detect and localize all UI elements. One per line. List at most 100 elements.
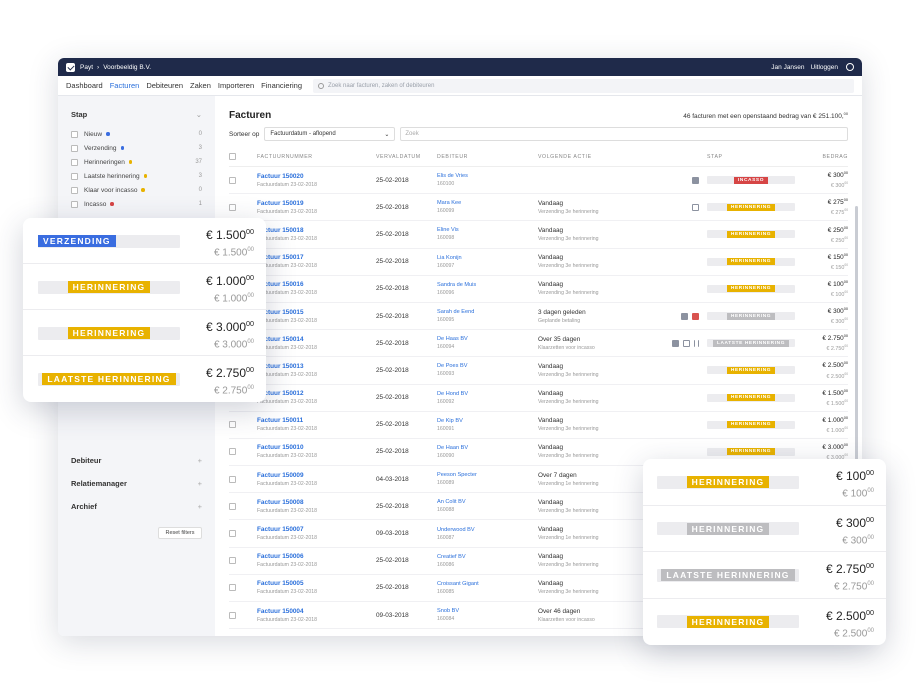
table-row[interactable]: Factuur 150016 Factuurdatum 23-02-2018 25… [229, 276, 848, 303]
row-checkbox[interactable] [229, 530, 236, 538]
debtor-link[interactable]: Sandra de Muis [437, 281, 477, 288]
table-search-input[interactable]: Zoek [400, 127, 848, 141]
step-card-row[interactable]: HERINNERING € 2.50000 € 2.50000 [643, 599, 886, 646]
invoice-link[interactable]: Factuur 150012 [257, 390, 304, 398]
debtor-link[interactable]: Peeson Specter [437, 472, 477, 479]
company-name[interactable]: Voorbeeldig B.V. [103, 63, 152, 71]
invoice-link[interactable]: Factuur 150004 [257, 607, 304, 615]
nav-item-facturen[interactable]: Facturen [109, 81, 140, 90]
plus-icon[interactable]: + [197, 479, 202, 488]
column-header[interactable]: DEBITEUR [437, 153, 469, 160]
row-checkbox[interactable] [229, 176, 236, 184]
filter-checkbox[interactable] [71, 186, 78, 194]
logout-link[interactable]: Uitloggen [810, 63, 838, 71]
debtor-link[interactable]: De Hond BV [437, 390, 469, 397]
column-header[interactable]: BEDRAG [822, 153, 848, 160]
table-row[interactable]: Factuur 150008 Factuurdatum 23-02-2018 25… [229, 493, 848, 521]
chat-icon[interactable] [681, 312, 688, 320]
plus-icon[interactable]: + [197, 502, 202, 511]
clipboard-icon[interactable] [683, 339, 690, 347]
table-row[interactable]: Factuur 150009 Factuurdatum 23-02-2018 04… [229, 466, 848, 494]
debtor-link[interactable]: Croissant Gigant [437, 580, 479, 587]
chat-icon[interactable] [692, 176, 699, 184]
brand-name[interactable]: Payt [80, 63, 94, 71]
column-header[interactable]: FACTUURNUMMER [257, 153, 313, 160]
invoice-link[interactable]: Factuur 150013 [257, 362, 304, 370]
sidebar-section-archief[interactable]: Archief + [71, 502, 202, 511]
filter-checkbox[interactable] [71, 130, 78, 138]
table-row[interactable]: Factuur 150014 Factuurdatum 23-02-2018 25… [229, 330, 848, 358]
stap-filter-header[interactable]: Stap ⌄ [71, 110, 202, 119]
invoice-link[interactable]: Factuur 150005 [257, 580, 304, 588]
nav-item-dashboard[interactable]: Dashboard [66, 81, 103, 90]
nav-item-zaken[interactable]: Zaken [190, 81, 211, 90]
nav-item-financiering[interactable]: Financiering [261, 81, 303, 90]
debtor-link[interactable]: Elis de Vries [437, 173, 468, 180]
calendar-icon[interactable] [692, 312, 699, 320]
step-card-row[interactable]: HERINNERING € 3.00000 € 3.00000 [23, 310, 266, 356]
step-card-row[interactable]: HERINNERING € 10000 € 10000 [643, 459, 886, 506]
invoice-link[interactable]: Factuur 150019 [257, 199, 304, 207]
table-row[interactable]: Factuur 150004 Factuurdatum 23-02-2018 09… [229, 602, 848, 630]
debtor-link[interactable]: Underwood BV [437, 526, 475, 533]
debtor-link[interactable]: An Colit BV [437, 499, 466, 506]
plus-icon[interactable]: + [197, 456, 202, 465]
select-all-checkbox[interactable] [229, 153, 236, 160]
debtor-link[interactable]: Creatief BV [437, 553, 466, 560]
step-card-row[interactable]: VERZENDING € 1.50000 € 1.50000 [23, 218, 266, 264]
row-checkbox[interactable] [229, 611, 236, 619]
table-row[interactable]: Factuur 150015 Factuurdatum 23-02-2018 25… [229, 303, 848, 331]
table-row[interactable]: Factuur 150011 Factuurdatum 23-02-2018 25… [229, 412, 848, 439]
table-row[interactable]: Factuur 150013 Factuurdatum 23-02-2018 25… [229, 357, 848, 385]
global-search-input[interactable]: Zoek naar facturen, zaken of debiteuren [313, 78, 854, 93]
stap-filter-item[interactable]: Verzending 3 [71, 141, 202, 155]
invoice-link[interactable]: Factuur 150017 [257, 254, 304, 262]
row-checkbox[interactable] [229, 203, 236, 211]
nav-item-importeren[interactable]: Importeren [217, 81, 255, 90]
step-card-row[interactable]: HERINNERING € 1.00000 € 1.00000 [23, 264, 266, 310]
step-card-row[interactable]: LAATSTE HERINNERING € 2.75000 € 2.75000 [643, 552, 886, 599]
invoice-link[interactable]: Factuur 150016 [257, 281, 304, 289]
invoice-link[interactable]: Factuur 150009 [257, 471, 304, 479]
sidebar-section-relatiemanager[interactable]: Relatiemanager + [71, 479, 202, 488]
table-row[interactable]: Factuur 150020 Factuurdatum 23-02-2018 25… [229, 167, 848, 195]
column-header[interactable]: VOLGENDE ACTIE [538, 153, 592, 160]
pause-icon[interactable] [694, 339, 699, 347]
invoice-link[interactable]: Factuur 150006 [257, 553, 304, 561]
row-checkbox[interactable] [229, 502, 236, 510]
filter-checkbox[interactable] [71, 200, 78, 208]
debtor-link[interactable]: Snob BV [437, 608, 460, 615]
scrollbar[interactable] [855, 206, 858, 516]
row-checkbox[interactable] [229, 584, 236, 592]
invoice-link[interactable]: Factuur 150011 [257, 417, 304, 425]
debtor-link[interactable]: Lia Konijn [437, 254, 462, 261]
invoice-link[interactable]: Factuur 150010 [257, 444, 304, 452]
debtor-link[interactable]: De Poes BV [437, 363, 468, 370]
filter-checkbox[interactable] [71, 158, 78, 166]
debtor-link[interactable]: Mara Kee [437, 200, 462, 207]
clipboard-icon[interactable] [692, 203, 699, 211]
user-name[interactable]: Jan Jansen [771, 63, 805, 71]
invoice-link[interactable]: Factuur 150008 [257, 498, 304, 506]
invoice-link[interactable]: Factuur 150007 [257, 526, 304, 534]
stap-filter-item[interactable]: Herinneringen 37 [71, 155, 202, 169]
sort-select[interactable]: Factuurdatum - aflopend ⌄ [264, 127, 396, 141]
step-card-row[interactable]: LAATSTE HERINNERING € 2.75000 € 2.75000 [23, 356, 266, 402]
row-checkbox[interactable] [229, 421, 236, 429]
row-checkbox[interactable] [229, 557, 236, 565]
table-row[interactable]: Factuur 150006 Factuurdatum 23-02-2018 25… [229, 548, 848, 575]
debtor-link[interactable]: De Kip BV [437, 417, 463, 424]
invoice-link[interactable]: Factuur 150014 [257, 335, 304, 343]
debtor-link[interactable]: De Haan BV [437, 444, 469, 451]
invoice-link[interactable]: Factuur 150020 [257, 172, 304, 180]
stap-filter-item[interactable]: Laatste herinnering 3 [71, 169, 202, 183]
reset-filters-button[interactable]: Reset filters [158, 527, 202, 539]
table-row[interactable]: Factuur 150018 Factuurdatum 23-02-2018 25… [229, 221, 848, 249]
column-header[interactable]: STAP [707, 153, 723, 160]
table-row[interactable]: Factuur 150017 Factuurdatum 23-02-2018 25… [229, 249, 848, 276]
table-row[interactable]: Factuur 150007 Factuurdatum 23-02-2018 09… [229, 520, 848, 548]
table-row[interactable]: Factuur 150005 Factuurdatum 23-02-2018 25… [229, 575, 848, 602]
stap-filter-item[interactable]: Klaar voor incasso 0 [71, 183, 202, 197]
row-checkbox[interactable] [229, 448, 236, 456]
table-row[interactable]: Factuur 150012 Factuurdatum 23-02-2018 25… [229, 385, 848, 412]
